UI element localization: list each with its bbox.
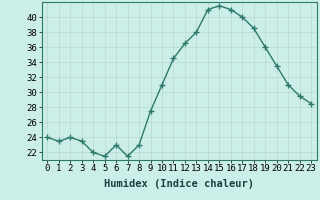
X-axis label: Humidex (Indice chaleur): Humidex (Indice chaleur) (104, 179, 254, 189)
